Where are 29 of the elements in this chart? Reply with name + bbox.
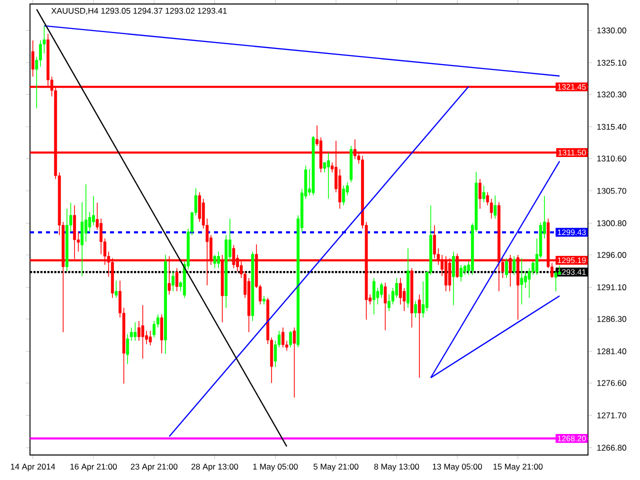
y-tick-label: 1315.40 <box>597 124 626 130</box>
y-tick-label: 1310.60 <box>597 156 626 162</box>
x-tick-label: 1 May 05:00 <box>253 464 298 472</box>
ref-line-label: 1299.43 <box>558 229 586 236</box>
y-tick-label: 1296.00 <box>597 252 626 258</box>
ref-line-label: 1321.45 <box>558 84 586 90</box>
y-tick-label: 1271.70 <box>597 412 626 418</box>
y-tick-label: 1330.00 <box>597 27 626 34</box>
x-tick-label: 8 May 13:00 <box>374 464 420 472</box>
y-tick-label: 1286.30 <box>597 316 626 322</box>
x-tick-label: 15 May 21:00 <box>493 464 543 472</box>
ref-line-label: 1268.20 <box>558 436 586 442</box>
y-tick-label: 1305.70 <box>597 188 626 194</box>
x-tick-label: 28 Apr 13:00 <box>191 464 238 472</box>
y-tick-label: 1276.60 <box>597 380 626 386</box>
x-tick-label: 14 Apr 2014 <box>10 464 56 472</box>
x-tick-label: 16 Apr 21:00 <box>70 464 117 472</box>
y-tick-label: 1266.80 <box>597 444 626 451</box>
y-tick-label: 1291.10 <box>597 284 626 290</box>
y-tick-label: 1325.10 <box>597 60 626 66</box>
x-tick-label: 13 May 05:00 <box>432 464 482 472</box>
y-tick-label: 1281.40 <box>597 348 626 354</box>
x-tick-label: 5 May 21:00 <box>314 464 358 472</box>
ref-line-label: 1295.19 <box>558 257 586 264</box>
x-tick-label: 23 Apr 21:00 <box>130 464 178 472</box>
ref-line-label: 1311.50 <box>558 150 586 156</box>
y-tick-label: 1320.30 <box>597 92 626 98</box>
y-tick-label: 1300.80 <box>597 220 626 226</box>
chart-title: XAUUSD,H4 1293.05 1294.37 1293.02 1293.41 <box>51 8 227 15</box>
